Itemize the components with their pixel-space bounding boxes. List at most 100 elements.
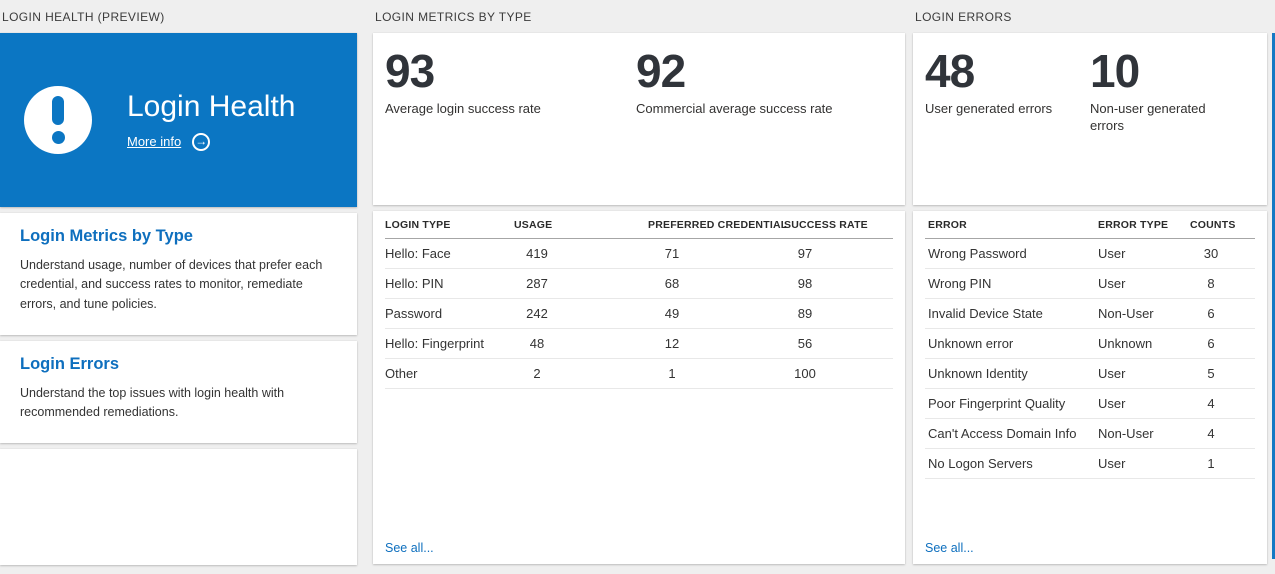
login-errors-link[interactable]: Login Errors bbox=[20, 355, 120, 373]
non-user-generated-errors-label: Non-user generated errors bbox=[1090, 100, 1206, 134]
login-metrics-table-header: LOGIN TYPE USAGE PREFERRED CREDENTIAL SU… bbox=[385, 211, 893, 239]
more-info-link[interactable]: More info bbox=[127, 134, 182, 149]
cell-login-type: Hello: Face bbox=[385, 246, 451, 261]
column-header-error: ERROR bbox=[928, 218, 967, 231]
non-user-generated-errors-value: 10 bbox=[1090, 45, 1140, 97]
cell-success-rate: 97 bbox=[797, 246, 813, 261]
cell-login-type: Password bbox=[385, 306, 443, 321]
cell-success-rate: 100 bbox=[794, 366, 816, 381]
section-header-login-errors: LOGIN ERRORS bbox=[915, 9, 1012, 24]
cell-preferred-credential: 49 bbox=[664, 306, 680, 321]
cell-preferred-credential: 68 bbox=[664, 276, 680, 291]
table-row: Can't Access Domain Info Non-User 4 bbox=[925, 419, 1255, 449]
login-metrics-table-card: LOGIN TYPE USAGE PREFERRED CREDENTIAL SU… bbox=[373, 211, 905, 564]
cell-error-type: Unknown bbox=[1098, 336, 1153, 351]
login-errors-table-header: ERROR ERROR TYPE COUNTS bbox=[925, 211, 1255, 239]
avg-login-success-label: Average login success rate bbox=[385, 100, 541, 116]
table-row: Unknown Identity User 5 bbox=[925, 359, 1255, 389]
login-errors-column: LOGIN ERRORS 48 User generated errors 10… bbox=[913, 0, 1267, 570]
table-row: Other 2 1 100 bbox=[385, 359, 893, 389]
cell-error: No Logon Servers bbox=[928, 456, 1033, 471]
cell-counts: 5 bbox=[1207, 366, 1215, 381]
login-errors-description: Understand the top issues with login hea… bbox=[20, 386, 285, 420]
commercial-avg-success-value: 92 bbox=[636, 45, 686, 97]
cell-error: Poor Fingerprint Quality bbox=[928, 396, 1066, 411]
column-header-preferred-credential: PREFERRED CREDENTIAL bbox=[648, 218, 788, 231]
user-generated-errors-label: User generated errors bbox=[925, 100, 1053, 116]
cell-error-type: User bbox=[1098, 456, 1126, 471]
avg-login-success-stat: 93 Average login success rate bbox=[385, 45, 636, 205]
cell-counts: 30 bbox=[1203, 246, 1219, 261]
cell-error: Unknown Identity bbox=[928, 366, 1028, 381]
commercial-avg-success-stat: 92 Commercial average success rate bbox=[636, 45, 887, 205]
user-generated-errors-value: 48 bbox=[925, 45, 975, 97]
avg-login-success-value: 93 bbox=[385, 45, 435, 97]
empty-panel-area bbox=[0, 449, 357, 565]
cell-usage: 419 bbox=[526, 246, 548, 261]
column-header-counts: COUNTS bbox=[1190, 218, 1236, 231]
table-row: Hello: Fingerprint 48 12 56 bbox=[385, 329, 893, 359]
cell-error: Wrong Password bbox=[928, 246, 1027, 261]
cell-usage: 242 bbox=[526, 306, 548, 321]
column-header-usage: USAGE bbox=[514, 218, 553, 231]
column-header-success-rate: SUCCESS RATE bbox=[784, 218, 868, 231]
cell-counts: 8 bbox=[1207, 276, 1215, 291]
login-metrics-by-type-description: Understand usage, number of devices that… bbox=[20, 258, 323, 311]
table-row: Wrong PIN User 8 bbox=[925, 269, 1255, 299]
cell-error-type: User bbox=[1098, 366, 1126, 381]
cell-error-type: Non-User bbox=[1098, 426, 1154, 441]
table-row: Hello: PIN 287 68 98 bbox=[385, 269, 893, 299]
cell-error: Invalid Device State bbox=[928, 306, 1043, 321]
cell-success-rate: 98 bbox=[797, 276, 813, 291]
login-health-hero-tile[interactable]: Login Health More info bbox=[0, 33, 357, 207]
cell-counts: 6 bbox=[1207, 306, 1215, 321]
table-row: Invalid Device State Non-User 6 bbox=[925, 299, 1255, 329]
login-errors-stats-card: 48 User generated errors 10 Non-user gen… bbox=[913, 33, 1267, 205]
cell-error-type: Non-User bbox=[1098, 306, 1154, 321]
table-row: Wrong Password User 30 bbox=[925, 239, 1255, 269]
cell-preferred-credential: 1 bbox=[668, 366, 676, 381]
cell-usage: 2 bbox=[533, 366, 541, 381]
commercial-avg-success-label: Commercial average success rate bbox=[636, 100, 833, 116]
login-errors-table-card: ERROR ERROR TYPE COUNTS Wrong Password U… bbox=[913, 211, 1267, 564]
cell-error: Can't Access Domain Info bbox=[928, 426, 1077, 441]
cell-error-type: User bbox=[1098, 246, 1126, 261]
cell-preferred-credential: 71 bbox=[664, 246, 680, 261]
user-generated-errors-stat: 48 User generated errors bbox=[925, 45, 1090, 205]
login-metrics-column: LOGIN METRICS BY TYPE 93 Average login s… bbox=[373, 0, 905, 570]
cell-usage: 287 bbox=[526, 276, 548, 291]
cell-counts: 4 bbox=[1207, 426, 1215, 441]
exclamation-circle-icon bbox=[24, 86, 92, 154]
see-all-link-errors[interactable]: See all... bbox=[925, 541, 974, 555]
hero-title: Login Health bbox=[127, 89, 296, 123]
arrow-right-circle-icon[interactable] bbox=[192, 132, 211, 151]
cell-counts: 1 bbox=[1207, 456, 1215, 471]
non-user-generated-errors-stat: 10 Non-user generated errors bbox=[1090, 45, 1240, 205]
cell-error-type: User bbox=[1098, 276, 1126, 291]
section-header-login-metrics: LOGIN METRICS BY TYPE bbox=[375, 9, 532, 24]
table-row: Password 242 49 89 bbox=[385, 299, 893, 329]
cell-error-type: User bbox=[1098, 396, 1126, 411]
login-errors-link-card: Login Errors Understand the top issues w… bbox=[0, 341, 357, 443]
table-row: Poor Fingerprint Quality User 4 bbox=[925, 389, 1255, 419]
table-row: No Logon Servers User 1 bbox=[925, 449, 1255, 479]
login-metrics-by-type-link[interactable]: Login Metrics by Type bbox=[20, 227, 193, 245]
cell-login-type: Hello: PIN bbox=[385, 276, 444, 291]
cell-preferred-credential: 12 bbox=[664, 336, 680, 351]
see-all-link-metrics[interactable]: See all... bbox=[385, 541, 434, 555]
table-row: Unknown error Unknown 6 bbox=[925, 329, 1255, 359]
cell-counts: 6 bbox=[1207, 336, 1215, 351]
cell-success-rate: 56 bbox=[797, 336, 813, 351]
adjacent-tile-edge bbox=[1272, 33, 1275, 559]
login-health-column: LOGIN HEALTH (PREVIEW) Login Health More… bbox=[0, 0, 357, 571]
cell-error: Unknown error bbox=[928, 336, 1014, 351]
cell-usage: 48 bbox=[529, 336, 545, 351]
table-row: Hello: Face 419 71 97 bbox=[385, 239, 893, 269]
login-metrics-stats-card: 93 Average login success rate 92 Commerc… bbox=[373, 33, 905, 205]
cell-login-type: Other bbox=[385, 366, 418, 381]
cell-success-rate: 89 bbox=[797, 306, 813, 321]
cell-error: Wrong PIN bbox=[928, 276, 992, 291]
column-header-error-type: ERROR TYPE bbox=[1098, 218, 1169, 231]
column-header-login-type: LOGIN TYPE bbox=[385, 218, 451, 231]
cell-login-type: Hello: Fingerprint bbox=[385, 336, 484, 351]
